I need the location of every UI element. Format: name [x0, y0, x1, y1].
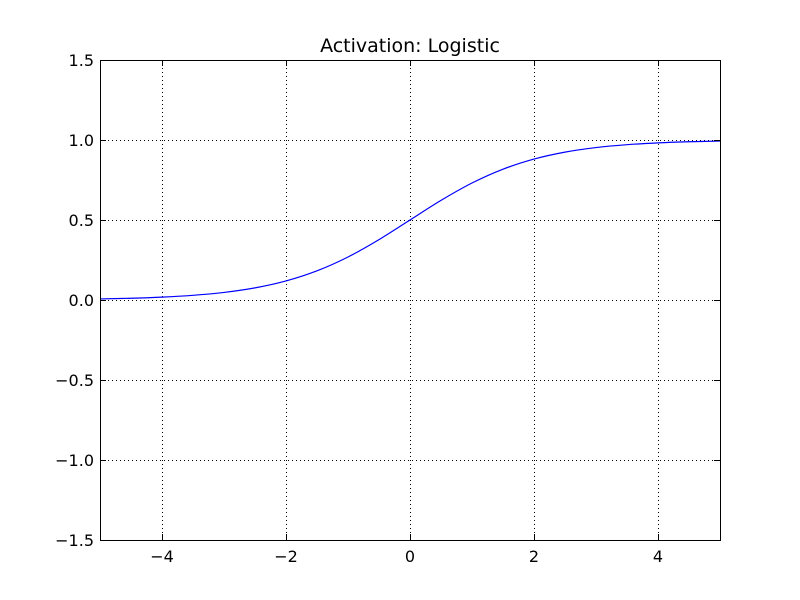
tick-labels: −4 −2 0 2 4 −1.5 −1.0 −0.5 0.0 0.5 1.0 1.5 — [55, 51, 663, 566]
y-tick-label: 1.0 — [69, 131, 94, 150]
x-tick-label: −4 — [150, 547, 174, 566]
x-tick-label: −2 — [274, 547, 298, 566]
axis-ticks — [100, 60, 720, 541]
grid-lines — [100, 60, 720, 541]
series-layer — [99, 140, 721, 300]
x-tick-label: 2 — [529, 547, 539, 566]
y-tick-label: −1.0 — [55, 451, 94, 470]
series-line-logistic — [99, 140, 721, 300]
y-tick-label: −0.5 — [55, 371, 94, 390]
y-tick-label: 0.5 — [69, 211, 94, 230]
y-tick-label: −1.5 — [55, 531, 94, 550]
x-tick-label: 0 — [405, 547, 415, 566]
y-tick-label: 0.0 — [69, 291, 94, 310]
chart-title: Activation: Logistic — [320, 35, 500, 57]
y-tick-label: 1.5 — [69, 51, 94, 70]
x-tick-label: 4 — [653, 547, 663, 566]
